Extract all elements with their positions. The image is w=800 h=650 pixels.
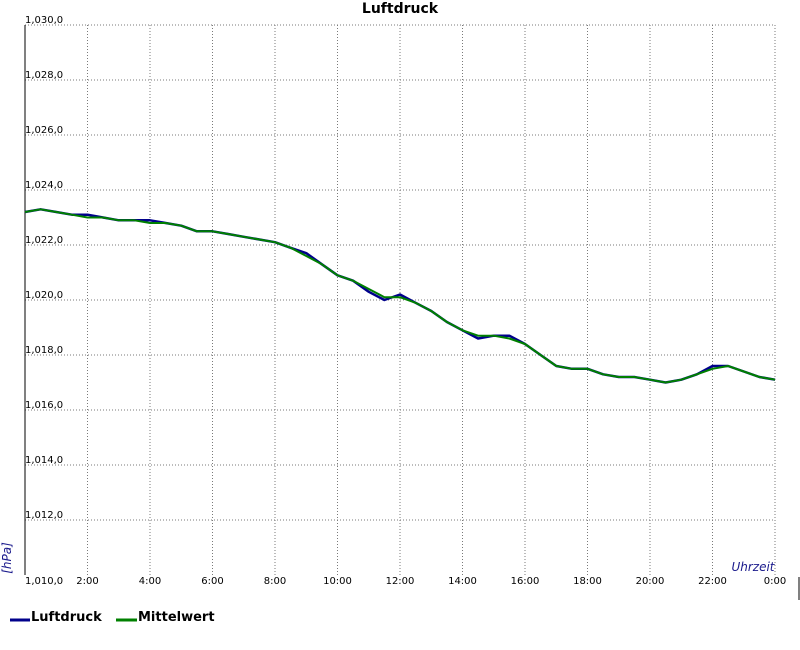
x-tick-label: 10:00 (323, 576, 352, 587)
x-tick-label: 14:00 (448, 576, 477, 587)
y-tick-label: 1,014,0 (25, 455, 63, 466)
x-tick-label: 6:00 (201, 576, 223, 587)
x-tick-label: 8:00 (264, 576, 286, 587)
series-layer (24, 208, 776, 384)
y-tick-labels: 1,010,0 1,012,0 1,014,0 1,016,0 1,018,0 1,020… (25, 15, 63, 587)
x-tick-label: 18:00 (573, 576, 602, 587)
y-tick-label: 1,010,0 (25, 576, 63, 587)
x-axis-label: Uhrzeit (731, 560, 775, 574)
x-tick-label: 4:00 (139, 576, 161, 587)
series-line-mittelwert (24, 208, 776, 384)
y-tick-label: 1,012,0 (25, 510, 63, 521)
grid-layer (25, 24, 776, 575)
y-tick-label: 1,016,0 (25, 400, 63, 411)
x-tick-label: 12:00 (386, 576, 415, 587)
legend: Luftdruck Mittelwert (10, 610, 215, 625)
y-tick-label: 1,024,0 (25, 180, 63, 191)
x-tick-label: 2:00 (76, 576, 98, 587)
legend-label-mittelwert: Mittelwert (138, 610, 215, 625)
x-tick-label: 22:00 (698, 576, 727, 587)
y-tick-label: 1,028,0 (25, 70, 63, 81)
y-tick-label: 1,030,0 (25, 15, 63, 26)
x-tick-label: 0:00 (764, 576, 786, 587)
x-tick-label: 20:00 (636, 576, 665, 587)
legend-label-luftdruck: Luftdruck (31, 610, 102, 625)
x-tick-labels: 2:00 4:00 6:00 8:00 10:00 12:00 14:00 16:00 18:0… (76, 576, 786, 587)
axis-layer (24, 25, 800, 600)
y-tick-label: 1,020,0 (25, 290, 63, 301)
y-tick-label: 1,022,0 (25, 235, 63, 246)
y-tick-label: 1,026,0 (25, 125, 63, 136)
y-axis-label: [hPa] (0, 542, 14, 574)
chart-title: Luftdruck (362, 1, 439, 17)
y-tick-label: 1,018,0 (25, 345, 63, 356)
x-tick-label: 16:00 (511, 576, 540, 587)
